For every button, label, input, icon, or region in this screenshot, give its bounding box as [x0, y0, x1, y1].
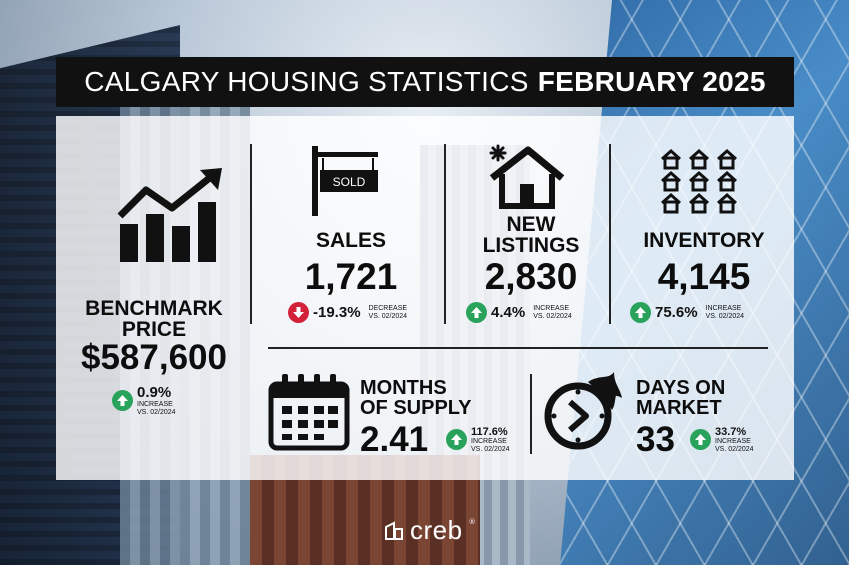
months-supply-value: 2.41: [360, 420, 429, 459]
title-bold: FEBRUARY 2025: [537, 66, 766, 97]
arrow-up-icon: [466, 302, 487, 323]
benchmark-dir: INCREASE: [137, 401, 173, 408]
divider: [268, 347, 768, 349]
arrow-up-icon: [630, 302, 651, 323]
stats-panel: BENCHMARK PRICE $587,600 0.9% INCREASE V…: [56, 116, 794, 480]
sales-pct: -19.3%: [313, 304, 361, 321]
fast-clock-icon: [544, 372, 622, 450]
inventory-vs: VS. 02/2024: [705, 312, 745, 320]
months-supply-change: 117.6% INCREASE VS. 02/2024: [446, 426, 510, 453]
new-listings-change: 4.4% INCREASE VS. 02/2024: [466, 302, 572, 323]
days-on-market-change: 33.7% INCREASE VS. 02/2024: [690, 426, 754, 453]
new-listings-value: 2,830: [484, 256, 578, 297]
months-supply-pct: 117.6%: [471, 426, 508, 438]
months-supply-dir: INCREASE: [471, 438, 507, 445]
sold-sign-icon: SOLD: [312, 146, 378, 216]
title-bar: CALGARY HOUSING STATISTICS FEBRUARY 2025: [56, 57, 794, 107]
arrow-up-icon: [446, 429, 467, 451]
benchmark-section: BENCHMARK PRICE $587,600 0.9% INCREASE V…: [64, 168, 244, 468]
new-listings-label-line1: NEW: [506, 213, 556, 236]
benchmark-pct: 0.9%: [137, 384, 172, 401]
inventory-pct: 75.6%: [655, 304, 698, 321]
divider: [530, 374, 532, 454]
registered-mark: ®: [468, 517, 476, 526]
days-on-market-section: DAYS ON MARKET 33 33.7% INCREASE VS. 02/…: [542, 368, 788, 460]
inventory-dir: INCREASE: [705, 304, 742, 312]
creb-logo-icon: [385, 520, 403, 540]
inventory-value: 4,145: [657, 256, 751, 297]
footer-brand: creb ®: [384, 515, 476, 546]
days-on-market-label-line2: MARKET: [636, 397, 722, 419]
months-supply-section: MONTHS OF SUPPLY 2.41 117.6% INCREASE VS…: [268, 368, 528, 460]
sales-label: SALES: [315, 229, 386, 252]
sales-change: -19.3% DECREASE VS. 02/2024: [288, 302, 407, 323]
sales-dir: DECREASE: [368, 304, 408, 312]
calendar-icon: [268, 374, 350, 451]
days-on-market-pct: 33.7%: [715, 426, 747, 438]
arrow-down-icon: [288, 302, 309, 323]
benchmark-label-line1: BENCHMARK: [85, 297, 223, 320]
inventory-change: 75.6% INCREASE VS. 02/2024: [630, 302, 744, 323]
days-on-market-dir: INCREASE: [715, 438, 751, 445]
sales-section: SOLD SALES 1,721 -19.3% DECREASE VS. 02/…: [266, 144, 436, 334]
arrow-up-icon: [112, 389, 133, 411]
arrow-up-icon: [690, 429, 711, 451]
sales-value: 1,721: [304, 256, 398, 297]
benchmark-value: $587,600: [81, 338, 227, 377]
new-listings-pct: 4.4%: [491, 304, 526, 321]
inventory-section: INVENTORY 4,145 75.6% INCREASE VS. 02/20…: [620, 144, 788, 334]
months-supply-vs: VS. 02/2024: [471, 445, 510, 453]
bar-chart-up-icon: [117, 168, 222, 262]
new-listings-section: NEW LISTINGS 2,830 4.4% INCREASE VS. 02/…: [456, 144, 606, 334]
days-on-market-label-line1: DAYS ON: [636, 377, 726, 399]
sales-vs: VS. 02/2024: [368, 312, 408, 320]
benchmark-change: 0.9% INCREASE VS. 02/2024: [112, 384, 176, 416]
months-supply-label-line2: OF SUPPLY: [360, 397, 472, 419]
divider: [250, 144, 252, 324]
new-listings-dir: INCREASE: [533, 304, 569, 312]
benchmark-vs: VS. 02/2024: [137, 408, 176, 416]
new-listings-vs: VS. 02/2024: [533, 312, 572, 320]
months-supply-label-line1: MONTHS: [360, 377, 447, 399]
new-listings-label-line2: LISTINGS: [482, 234, 580, 257]
brand-name: creb: [410, 515, 463, 545]
divider: [444, 144, 446, 324]
benchmark-label-line2: PRICE: [121, 318, 187, 341]
title-regular: CALGARY HOUSING STATISTICS: [84, 66, 529, 97]
inventory-label: INVENTORY: [643, 229, 765, 252]
days-on-market-vs: VS. 02/2024: [715, 445, 754, 453]
sold-text: SOLD: [333, 175, 366, 189]
houses-grid-icon: [660, 148, 738, 214]
days-on-market-value: 33: [636, 420, 675, 459]
divider: [609, 144, 611, 324]
new-house-icon: [489, 144, 564, 209]
